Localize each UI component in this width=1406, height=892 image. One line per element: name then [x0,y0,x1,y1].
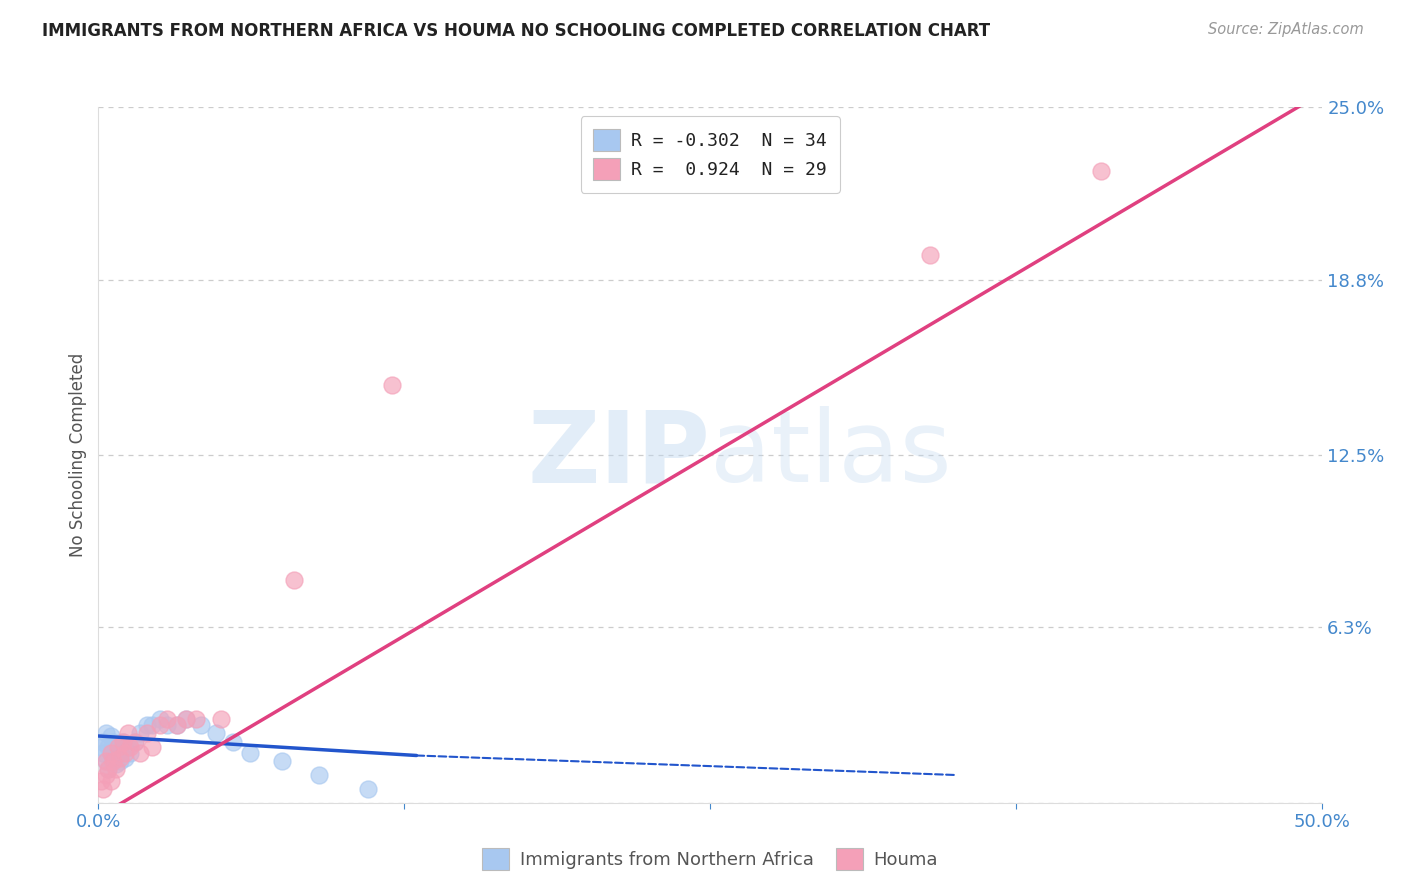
Point [104,756,127,771]
Text: ZIP: ZIP [527,407,710,503]
Point [270,754,294,768]
Point [100,773,122,788]
Point [100,746,122,760]
Point [94,768,117,782]
Point [176,712,198,726]
Point [166,718,188,732]
Point [91,746,114,760]
Point [117,726,139,740]
Point [1090,164,1112,178]
Point [141,740,163,755]
Point [141,718,163,732]
Point [100,746,122,760]
Point [190,718,212,732]
Point [222,734,245,748]
Point [114,751,136,765]
Text: Source: ZipAtlas.com: Source: ZipAtlas.com [1208,22,1364,37]
Point [117,740,139,755]
Point [308,768,330,782]
Point [129,726,152,740]
Point [156,718,179,732]
Point [101,734,124,748]
Point [136,718,159,732]
Point [239,746,262,760]
Point [356,781,378,796]
Point [100,729,122,743]
Point [156,712,179,726]
Point [205,726,228,740]
Text: atlas: atlas [710,407,952,503]
Text: IMMIGRANTS FROM NORTHERN AFRICA VS HOUMA NO SCHOOLING COMPLETED CORRELATION CHAR: IMMIGRANTS FROM NORTHERN AFRICA VS HOUMA… [42,22,990,40]
Point [101,751,124,765]
Point [124,734,146,748]
Point [129,746,152,760]
Point [920,247,942,261]
Point [283,573,305,587]
Point [381,378,404,392]
Point [120,746,142,760]
Point [94,754,117,768]
Point [110,751,132,765]
Point [94,754,117,768]
Point [110,754,132,768]
Point [104,740,127,755]
Point [107,740,129,755]
Point [90,773,112,788]
Point [186,712,208,726]
Point [91,781,114,796]
Point [149,718,172,732]
Point [90,740,112,755]
Point [111,734,134,748]
Legend: Immigrants from Northern Africa, Houma: Immigrants from Northern Africa, Houma [475,841,945,877]
Point [97,763,120,777]
Point [91,734,114,748]
Y-axis label: No Schooling Completed: No Schooling Completed [69,353,87,557]
Point [114,746,136,760]
Point [111,734,134,748]
Point [104,763,127,777]
Point [124,734,146,748]
Point [101,754,124,768]
Point [136,726,159,740]
Point [149,712,172,726]
Point [97,763,120,777]
Point [94,726,117,740]
Point [97,740,120,755]
Point [176,712,198,726]
Point [120,740,142,755]
Point [166,718,188,732]
Point [209,712,232,726]
Point [107,746,129,760]
